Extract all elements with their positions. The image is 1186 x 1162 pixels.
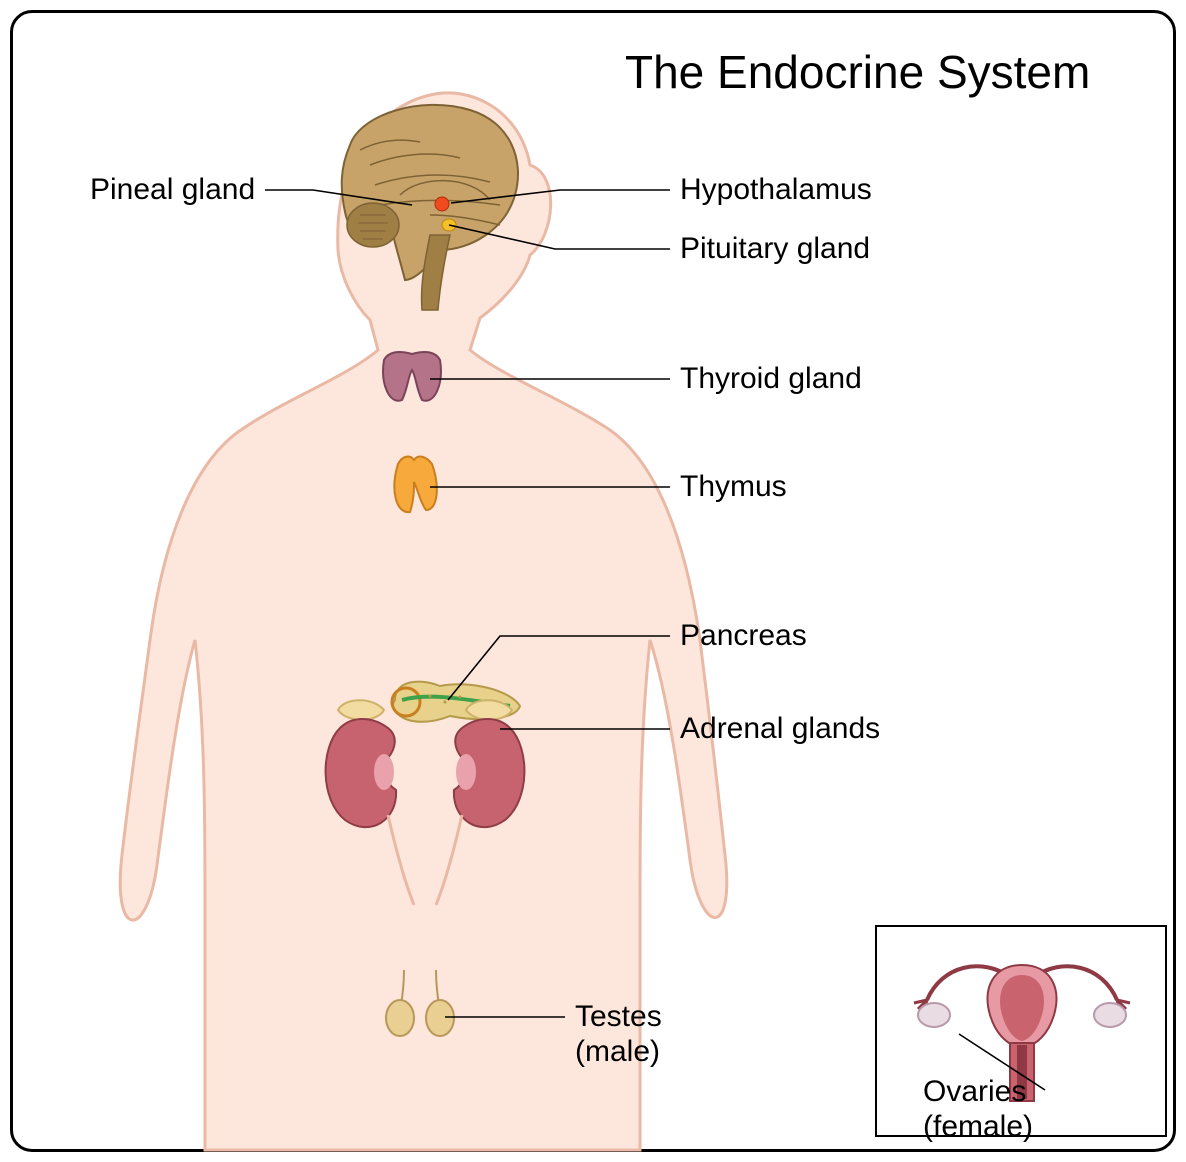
label-hypothalamus: Hypothalamus — [680, 173, 872, 208]
diagram-frame: The Endocrine System Pineal gland Hypoth… — [0, 0, 1186, 1162]
label-thymus: Thymus — [680, 470, 787, 505]
label-adrenal-glands: Adrenal glands — [680, 712, 880, 747]
label-thyroid-gland: Thyroid gland — [680, 362, 862, 397]
pineal-gland — [435, 197, 449, 211]
diagram-title: The Endocrine System — [625, 45, 1090, 99]
label-testes: Testes (male) — [575, 1000, 662, 1069]
label-ovaries: Ovaries (female) — [923, 1075, 1033, 1144]
label-pituitary-gland: Pituitary gland — [680, 232, 870, 267]
label-pancreas: Pancreas — [680, 619, 807, 654]
label-pineal-gland: Pineal gland — [90, 173, 255, 208]
